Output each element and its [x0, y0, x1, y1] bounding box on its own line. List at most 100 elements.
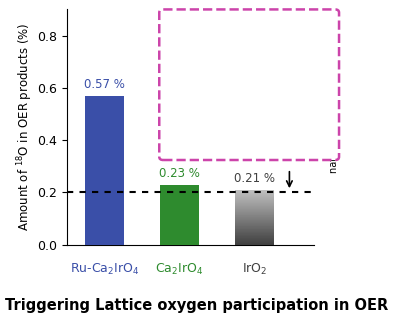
- Circle shape: [204, 47, 209, 52]
- Circle shape: [306, 47, 312, 52]
- Circle shape: [188, 42, 193, 47]
- Text: Ca: Ca: [184, 149, 197, 159]
- Circle shape: [310, 101, 316, 106]
- Circle shape: [297, 52, 302, 57]
- Text: natural abundance: natural abundance: [329, 81, 339, 174]
- Circle shape: [285, 101, 290, 106]
- Circle shape: [238, 52, 243, 57]
- Circle shape: [269, 74, 282, 88]
- Text: M: M: [253, 149, 262, 159]
- Circle shape: [185, 74, 197, 88]
- Circle shape: [184, 131, 196, 144]
- Circle shape: [176, 101, 181, 106]
- Circle shape: [281, 25, 293, 38]
- Circle shape: [251, 25, 264, 38]
- Circle shape: [271, 42, 277, 47]
- Bar: [160, 185, 199, 245]
- Circle shape: [276, 96, 281, 102]
- Text: Ca$_2$IrO$_4$: Ca$_2$IrO$_4$: [155, 262, 203, 278]
- Circle shape: [167, 60, 180, 74]
- Circle shape: [178, 47, 184, 52]
- Circle shape: [294, 74, 307, 88]
- Circle shape: [251, 96, 256, 102]
- Text: Triggering Lattice oxygen participation in OER: Triggering Lattice oxygen participation …: [6, 298, 388, 313]
- FancyBboxPatch shape: [179, 44, 201, 55]
- Text: 0.21 %: 0.21 %: [234, 172, 275, 185]
- FancyBboxPatch shape: [218, 93, 240, 105]
- Circle shape: [186, 44, 195, 54]
- Circle shape: [297, 42, 302, 47]
- Circle shape: [295, 44, 304, 54]
- Circle shape: [310, 60, 323, 74]
- Circle shape: [210, 74, 223, 88]
- FancyBboxPatch shape: [264, 44, 285, 55]
- FancyBboxPatch shape: [302, 93, 324, 105]
- Circle shape: [269, 96, 275, 102]
- Text: 0.23 %: 0.23 %: [159, 167, 200, 180]
- FancyBboxPatch shape: [277, 93, 299, 105]
- Circle shape: [260, 101, 265, 106]
- Circle shape: [174, 94, 183, 104]
- Circle shape: [224, 94, 234, 104]
- Circle shape: [281, 47, 286, 52]
- Circle shape: [283, 94, 292, 104]
- Circle shape: [252, 131, 264, 144]
- Circle shape: [288, 47, 293, 52]
- Circle shape: [213, 42, 218, 47]
- Circle shape: [192, 96, 197, 102]
- Circle shape: [201, 91, 206, 97]
- Circle shape: [222, 25, 234, 38]
- Circle shape: [222, 47, 227, 52]
- Circle shape: [240, 110, 252, 123]
- FancyBboxPatch shape: [289, 44, 310, 55]
- Y-axis label: Amount of $^{18}$O in OER products (%): Amount of $^{18}$O in OER products (%): [15, 23, 35, 231]
- Circle shape: [199, 94, 208, 104]
- Circle shape: [294, 96, 300, 102]
- Circle shape: [226, 91, 232, 97]
- Circle shape: [167, 96, 172, 102]
- Circle shape: [197, 25, 209, 38]
- Circle shape: [262, 47, 268, 52]
- Circle shape: [260, 91, 265, 97]
- Circle shape: [281, 60, 293, 74]
- Circle shape: [320, 96, 325, 102]
- Text: 0.57 %: 0.57 %: [84, 78, 125, 91]
- Circle shape: [269, 44, 279, 54]
- Text: Ru-Ca$_2$IrO$_4$: Ru-Ca$_2$IrO$_4$: [70, 262, 139, 278]
- Circle shape: [269, 110, 282, 123]
- Circle shape: [218, 131, 230, 144]
- Circle shape: [294, 110, 307, 123]
- Circle shape: [229, 47, 234, 52]
- FancyBboxPatch shape: [230, 44, 252, 55]
- Circle shape: [271, 52, 277, 57]
- Circle shape: [285, 131, 297, 144]
- Circle shape: [258, 94, 267, 104]
- Circle shape: [167, 25, 180, 38]
- Circle shape: [210, 110, 223, 123]
- Bar: [85, 96, 124, 245]
- Circle shape: [197, 60, 209, 74]
- FancyBboxPatch shape: [168, 93, 190, 105]
- Circle shape: [308, 94, 318, 104]
- Circle shape: [251, 60, 264, 74]
- Circle shape: [176, 91, 181, 97]
- Circle shape: [226, 101, 232, 106]
- Circle shape: [222, 60, 234, 74]
- Circle shape: [236, 44, 245, 54]
- Circle shape: [185, 110, 197, 123]
- Circle shape: [310, 25, 323, 38]
- Text: Ir: Ir: [220, 149, 228, 159]
- Circle shape: [301, 96, 307, 102]
- Circle shape: [201, 101, 206, 106]
- FancyBboxPatch shape: [204, 44, 227, 55]
- Circle shape: [210, 96, 216, 102]
- Circle shape: [213, 52, 218, 57]
- FancyBboxPatch shape: [252, 93, 273, 105]
- Circle shape: [238, 42, 243, 47]
- Circle shape: [197, 47, 202, 52]
- Text: O: O: [287, 149, 295, 159]
- Circle shape: [185, 96, 191, 102]
- Circle shape: [247, 47, 253, 52]
- Text: IrO$_2$: IrO$_2$: [242, 262, 267, 278]
- Circle shape: [240, 74, 252, 88]
